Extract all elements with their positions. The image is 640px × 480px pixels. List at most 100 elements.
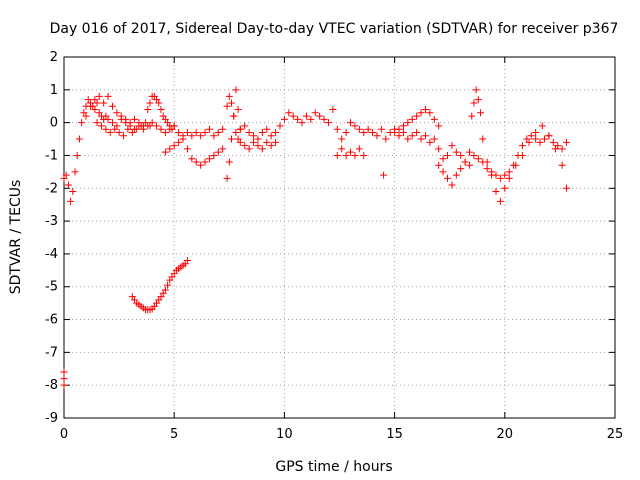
- y-tick-label: 1: [50, 83, 58, 98]
- data-point: [413, 128, 421, 136]
- data-point: [69, 188, 77, 196]
- series-spike-near-18-7h: [468, 86, 487, 143]
- data-point: [214, 128, 222, 136]
- data-point: [417, 109, 425, 117]
- data-point: [106, 128, 114, 136]
- data-point: [488, 171, 496, 179]
- data-point: [258, 145, 266, 153]
- data-point: [435, 161, 443, 169]
- data-point: [285, 109, 293, 117]
- data-point: [97, 122, 105, 130]
- data-point: [479, 135, 487, 143]
- data-point: [355, 125, 363, 133]
- data-point: [210, 132, 218, 140]
- data-point: [183, 256, 191, 264]
- data-point: [439, 168, 447, 176]
- data-point: [161, 286, 169, 294]
- data-point: [245, 128, 253, 136]
- data-point: [60, 368, 68, 376]
- data-point: [113, 109, 121, 117]
- grid: [64, 57, 615, 418]
- data-point: [146, 99, 154, 107]
- data-point: [111, 125, 119, 133]
- data-point: [501, 184, 509, 192]
- data-point: [210, 151, 218, 159]
- data-point: [62, 171, 70, 179]
- data-point: [501, 171, 509, 179]
- data-point: [234, 106, 242, 114]
- data-point: [67, 197, 75, 205]
- data-point: [399, 122, 407, 130]
- data-point: [120, 132, 128, 140]
- data-point: [232, 86, 240, 94]
- data-point: [157, 125, 165, 133]
- data-point: [144, 106, 152, 114]
- data-point: [236, 138, 244, 146]
- data-point: [470, 151, 478, 159]
- data-point: [214, 148, 222, 156]
- data-point: [128, 128, 136, 136]
- data-point: [183, 145, 191, 153]
- data-point: [563, 184, 571, 192]
- data-point: [518, 142, 526, 150]
- data-point: [263, 138, 271, 146]
- y-tick-label: -2: [45, 181, 58, 196]
- data-point: [228, 135, 236, 143]
- data-point: [435, 122, 443, 130]
- data-point: [241, 122, 249, 130]
- data-point: [351, 122, 359, 130]
- data-point: [170, 122, 178, 130]
- data-point: [100, 99, 108, 107]
- data-point: [232, 128, 240, 136]
- y-tick-label: -3: [45, 214, 58, 229]
- data-point: [60, 375, 68, 383]
- data-point: [496, 197, 504, 205]
- data-point: [289, 112, 297, 120]
- data-point: [443, 174, 451, 182]
- series-lower-branch-1: [93, 119, 154, 140]
- data-point: [93, 119, 101, 127]
- data-point: [558, 145, 566, 153]
- data-point: [102, 125, 110, 133]
- data-point: [512, 161, 520, 169]
- data-point: [142, 119, 150, 127]
- data-point: [133, 125, 141, 133]
- data-point: [117, 112, 125, 120]
- data-point: [518, 151, 526, 159]
- data-point: [219, 125, 227, 133]
- data-point: [338, 145, 346, 153]
- data-point: [104, 115, 112, 123]
- data-point: [404, 135, 412, 143]
- series-lower-branch-17h-19h: [435, 158, 474, 189]
- data-point: [380, 171, 388, 179]
- data-point: [170, 142, 178, 150]
- x-tick-label: 10: [276, 427, 293, 442]
- data-point: [124, 125, 132, 133]
- series-isolated-point: [380, 171, 388, 179]
- data-point: [443, 151, 451, 159]
- data-point: [225, 92, 233, 100]
- data-point: [369, 128, 377, 136]
- data-point: [351, 151, 359, 159]
- data-point: [179, 135, 187, 143]
- data-point: [254, 142, 262, 150]
- data-point: [122, 115, 130, 123]
- data-point: [496, 174, 504, 182]
- data-point: [155, 99, 163, 107]
- series-bump-near-4h: [144, 92, 178, 133]
- data-point: [276, 122, 284, 130]
- data-point: [302, 112, 310, 120]
- y-tick-label: -7: [45, 345, 58, 360]
- data-point: [360, 128, 368, 136]
- data-point: [201, 128, 209, 136]
- data-point: [71, 168, 79, 176]
- data-point: [225, 158, 233, 166]
- data-point: [316, 112, 324, 120]
- data-point: [474, 155, 482, 163]
- data-point: [91, 106, 99, 114]
- x-tick-label: 25: [607, 427, 624, 442]
- data-point: [197, 161, 205, 169]
- x-axis-label: GPS time / hours: [275, 459, 392, 475]
- data-point: [483, 165, 491, 173]
